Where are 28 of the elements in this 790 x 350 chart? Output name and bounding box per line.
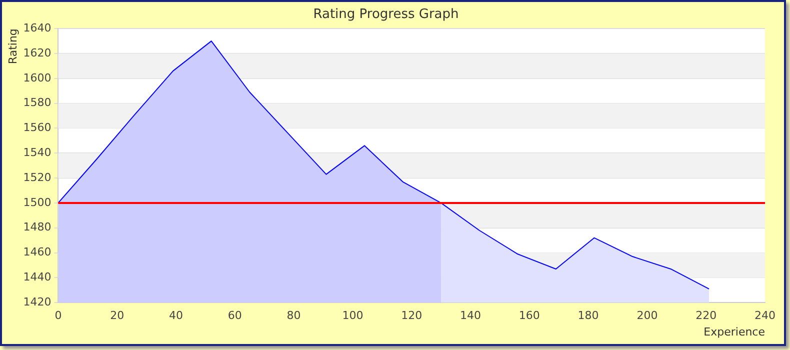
x-tick-label: 0 <box>54 309 62 322</box>
x-tick-label: 240 <box>754 309 776 322</box>
y-axis-title: Rating <box>6 28 20 64</box>
x-tick-label: 220 <box>696 309 717 322</box>
x-tick-label: 200 <box>636 309 658 322</box>
y-tick-label: 1540 <box>23 146 52 160</box>
x-tick-label: 160 <box>518 309 540 322</box>
y-tick-label: 1420 <box>23 295 52 308</box>
x-tick-label: 60 <box>228 309 242 322</box>
y-tick-label: 1620 <box>23 46 52 60</box>
x-axis-title: Experience <box>704 325 766 338</box>
y-tick-label: 1480 <box>23 220 52 234</box>
y-tick-label: 1520 <box>23 170 52 184</box>
x-tick-label: 120 <box>401 309 422 322</box>
y-tick-label: 1500 <box>23 196 52 209</box>
y-tick-label: 1580 <box>23 96 52 110</box>
x-tick-label: 80 <box>286 309 301 322</box>
y-tick-label: 1560 <box>23 121 52 134</box>
x-tick-label: 140 <box>460 309 481 322</box>
chart-title: Rating Progress Graph <box>313 7 459 22</box>
y-tick-label: 1600 <box>23 71 52 84</box>
x-tick-label: 20 <box>110 309 124 322</box>
y-tick-label: 1440 <box>23 270 52 284</box>
y-tick-label: 1640 <box>23 21 52 34</box>
x-tick-label: 180 <box>578 309 599 322</box>
y-tick-label: 1460 <box>23 246 52 259</box>
x-tick-label: 40 <box>168 309 183 322</box>
x-tick-label: 100 <box>342 309 364 322</box>
